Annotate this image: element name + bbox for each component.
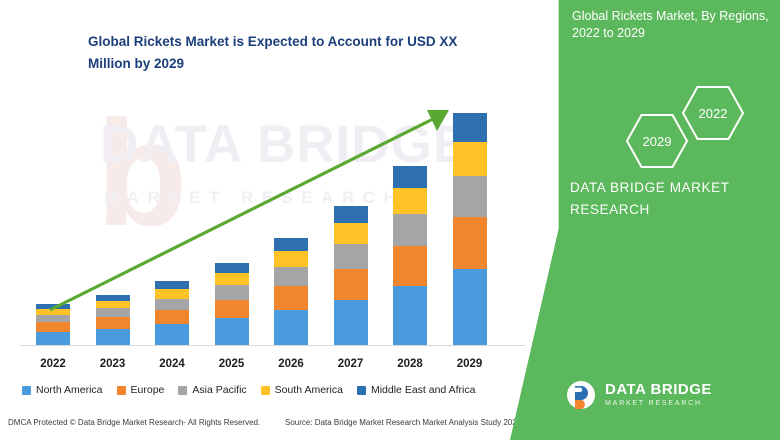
- bar-group: [95, 294, 130, 345]
- x-axis-tick-label: 2022: [40, 358, 66, 370]
- bar-segment: [333, 299, 368, 345]
- bar-segment: [333, 223, 368, 244]
- bar-segment: [274, 309, 308, 345]
- legend-item: Europe: [116, 384, 165, 396]
- legend-label: Europe: [130, 384, 165, 396]
- bar-segment: [95, 317, 130, 329]
- legend-swatch: [260, 385, 270, 395]
- bar-segment: [155, 309, 189, 325]
- bar-group: [155, 281, 189, 345]
- legend-label: South America: [274, 384, 343, 396]
- bar-segment: [274, 286, 308, 310]
- footer-copyright: DMCA Protected © Data Bridge Market Rese…: [8, 418, 261, 427]
- legend-swatch: [178, 385, 188, 395]
- bar-segment: [452, 141, 487, 176]
- bar-segment: [452, 175, 487, 218]
- right-green-panel: Global Rickets Market, By Regions, 2022 …: [510, 0, 780, 440]
- legend-item: North America: [22, 384, 103, 396]
- chart-title: Global Rickets Market is Expected to Acc…: [88, 34, 458, 71]
- hexagon-badge-2022: 2022: [682, 85, 744, 141]
- bar-segment: [452, 268, 487, 345]
- stacked-bar-plot: 2022 2023 2024 2025 2026 2027 2028 2029: [20, 113, 525, 370]
- bar-segment: [393, 286, 427, 345]
- x-axis-tick-label: 2024: [159, 358, 185, 370]
- hexagon-2029-label: 2029: [642, 133, 672, 149]
- x-axis-tick-label: 2027: [337, 358, 364, 370]
- bar-segment: [214, 262, 249, 273]
- bar-segment: [393, 214, 427, 247]
- x-axis-tick-label: 2026: [278, 358, 304, 370]
- legend-item: South America: [260, 384, 343, 396]
- bar-segment: [274, 251, 308, 267]
- data-bridge-logo-icon: [566, 380, 596, 410]
- legend-label: Middle East and Africa: [370, 384, 476, 396]
- bar-segment: [393, 165, 427, 189]
- panel-logo: DATA BRIDGE MARKET RESEARCH: [566, 380, 712, 410]
- bar-segment: [333, 268, 368, 300]
- bar-segment: [95, 300, 130, 308]
- bar-segment: [214, 318, 249, 345]
- bar-group: [36, 303, 70, 345]
- bar-segment: [452, 217, 487, 269]
- hexagon-2022-label: 2022: [698, 105, 728, 121]
- bar-segment: [333, 243, 368, 269]
- hexagon-badge-2029: 2029: [626, 113, 688, 169]
- bar-segment: [274, 237, 308, 252]
- bar-segment: [155, 281, 189, 290]
- footer: DMCA Protected © Data Bridge Market Rese…: [0, 410, 545, 440]
- panel-logo-sub: MARKET RESEARCH: [605, 399, 702, 407]
- bar-segment: [214, 299, 249, 319]
- bar-segment: [214, 272, 249, 286]
- bar-group: [214, 262, 249, 345]
- x-axis-tick-label: 2023: [99, 358, 126, 370]
- bar-segment: [95, 328, 130, 345]
- x-axis-line: [20, 345, 525, 346]
- bar-segment: [155, 324, 189, 345]
- x-axis-tick-label: 2028: [397, 358, 423, 370]
- bar-segment: [36, 308, 70, 316]
- legend-swatch: [356, 385, 366, 395]
- bar-segment: [452, 113, 487, 142]
- bar-group: [393, 165, 427, 345]
- bar-segment: [36, 322, 70, 332]
- bar-segment: [393, 246, 427, 287]
- bar-segment: [393, 188, 427, 215]
- bar-group: [333, 205, 368, 345]
- bar-segment: [36, 315, 70, 323]
- panel-brand: DATA BRIDGE MARKET RESEARCH: [570, 177, 770, 221]
- chart-legend: North America Europe Asia Pacific South Ame…: [22, 384, 475, 396]
- bar-segment: [214, 285, 249, 300]
- bar-group: [452, 113, 487, 345]
- chart-panel: Global Rickets Market is Expected to Acc…: [0, 34, 545, 440]
- panel-brand-line1: DATA BRIDGE MARKET: [570, 180, 730, 195]
- legend-swatch: [116, 385, 126, 395]
- x-axis-tick-label: 2025: [218, 358, 245, 370]
- panel-logo-main: DATA BRIDGE: [605, 380, 712, 398]
- legend-label: Asia Pacific: [192, 384, 247, 396]
- bar-group: [274, 237, 308, 345]
- legend-label: North America: [36, 384, 103, 396]
- x-axis-tick-label: 2029: [456, 358, 483, 370]
- bar-segment: [36, 331, 70, 345]
- footer-source: Source: Data Bridge Market Research Mark…: [285, 418, 522, 427]
- bar-segment: [155, 289, 189, 299]
- bar-segment: [95, 307, 130, 318]
- legend-item: Middle East and Africa: [356, 384, 476, 396]
- bar-segment: [333, 205, 368, 224]
- panel-title: Global Rickets Market, By Regions, 2022 …: [572, 9, 769, 40]
- bar-segment: [155, 298, 189, 310]
- legend-item: Asia Pacific: [178, 384, 247, 396]
- legend-swatch: [22, 385, 31, 395]
- bar-segment: [274, 266, 308, 287]
- panel-brand-line2: RESEARCH: [570, 202, 650, 217]
